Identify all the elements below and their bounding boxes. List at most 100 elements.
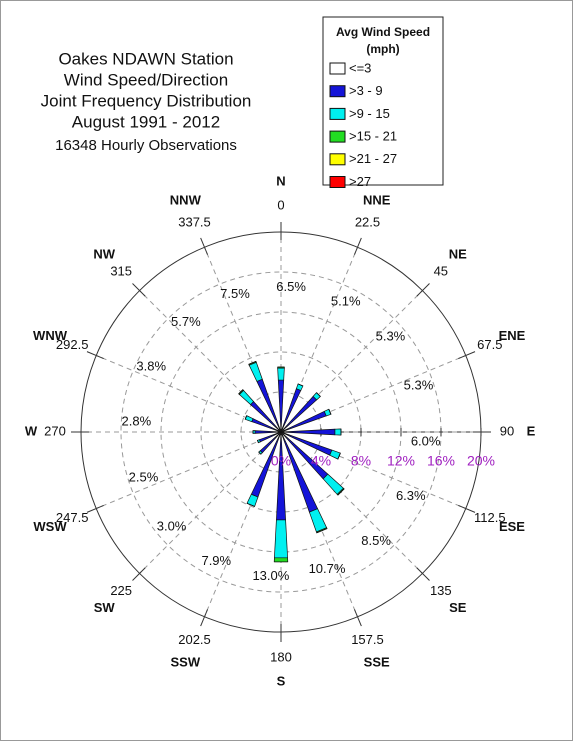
chart-title: Joint Frequency Distribution — [41, 91, 252, 110]
r-tick-label: 12% — [387, 453, 415, 469]
legend-label: <=3 — [349, 60, 371, 75]
r-tick-label: 4% — [311, 453, 331, 469]
direction-label: E — [527, 423, 536, 438]
direction-label: SSE — [364, 654, 390, 669]
angle-label: 337.5 — [178, 215, 211, 230]
wedge-segment — [337, 488, 345, 496]
r-tick-label: 8% — [351, 453, 371, 469]
spoke-tick — [458, 505, 476, 513]
legend-swatch — [329, 153, 346, 166]
legend-swatch — [329, 176, 346, 188]
total-label: 6.5% — [276, 279, 306, 294]
total-label: 5.1% — [331, 294, 361, 309]
total-label: 2.5% — [129, 469, 159, 484]
spoke — [96, 355, 282, 433]
legend-swatch — [329, 85, 346, 98]
total-label: 8.5% — [361, 533, 391, 548]
angle-label: 112.5 — [474, 510, 506, 525]
legend-label: >9 - 15 — [349, 106, 390, 121]
angle-label: 0 — [277, 197, 284, 212]
angle-label: 225 — [110, 583, 132, 598]
spoke — [280, 290, 423, 433]
angle-label: 315 — [110, 264, 132, 279]
chart-title: Oakes NDAWN Station — [58, 49, 233, 68]
wedge-segment — [273, 557, 289, 563]
spoke-tick — [416, 567, 430, 581]
legend: Avg Wind Speed (mph) <=3 >3 - 9 >9 - 15 >15 -… — [329, 25, 430, 189]
spoke — [96, 431, 282, 509]
angle-label: 202.5 — [178, 632, 211, 647]
total-label: 13.0% — [252, 568, 289, 583]
spoke-tick — [416, 283, 430, 297]
legend-label: >3 - 9 — [349, 83, 383, 98]
total-label: 3.8% — [136, 359, 166, 374]
wedge-segment — [274, 519, 288, 559]
r-tick-label: 20% — [467, 453, 495, 469]
direction-label: SE — [449, 600, 467, 615]
r-tick-label: 16% — [427, 453, 455, 469]
legend-title: Avg Wind Speed — [336, 25, 430, 39]
legend-title: (mph) — [366, 42, 399, 56]
wedge-segment — [316, 392, 321, 397]
spoke-tick — [132, 567, 146, 581]
angle-label: 270 — [44, 423, 66, 438]
wedge-segment — [258, 451, 262, 455]
spoke — [139, 290, 282, 433]
wedge-segment — [334, 428, 342, 436]
legend-label: >27 — [349, 174, 371, 189]
wedge-segment — [244, 415, 248, 420]
angle-label: 45 — [434, 264, 448, 279]
wedge-segment — [248, 360, 257, 365]
direction-label: S — [277, 673, 286, 688]
legend-swatch — [329, 130, 346, 143]
spoke-tick — [354, 237, 362, 255]
direction-label: ESE — [499, 519, 525, 534]
direction-label: W — [25, 423, 38, 438]
angle-label: 22.5 — [355, 215, 380, 230]
direction-label: WNW — [33, 328, 68, 343]
angle-label: 135 — [430, 583, 452, 598]
spoke-tick — [200, 237, 208, 255]
total-label: 2.8% — [122, 413, 152, 428]
angle-label: 292.5 — [56, 337, 89, 352]
direction-label: ENE — [499, 328, 526, 343]
spoke — [280, 247, 358, 433]
wedge-segment — [328, 409, 332, 415]
angle-label: 90 — [500, 423, 514, 438]
total-label: 5.3% — [376, 328, 406, 343]
bars — [238, 360, 345, 563]
chart-subtitle: 16348 Hourly Observations — [55, 137, 237, 154]
direction-label: SW — [94, 600, 116, 615]
direction-label: NNW — [170, 192, 202, 207]
total-label: 6.3% — [396, 488, 426, 503]
spoke-tick — [86, 505, 104, 513]
r-tick-label: 0% — [271, 453, 291, 469]
spoke — [139, 431, 282, 574]
angle-label: 67.5 — [477, 337, 502, 352]
legend-label: >15 - 21 — [349, 129, 397, 144]
spoke-tick — [86, 351, 104, 359]
direction-label: NE — [449, 247, 467, 262]
legend-swatch — [329, 62, 346, 75]
direction-label: NW — [93, 247, 115, 262]
spoke-tick — [458, 351, 476, 359]
spoke-tick — [132, 283, 146, 297]
wedge-segment — [277, 367, 285, 381]
angle-label: 247.5 — [56, 510, 89, 525]
wedge-segment — [337, 452, 341, 460]
spoke — [280, 431, 466, 509]
wedge-segment — [257, 440, 259, 443]
direction-label: N — [276, 173, 285, 188]
wedge-segment — [238, 389, 244, 395]
angle-label: 180 — [270, 649, 292, 664]
spoke — [204, 247, 282, 433]
spoke-tick — [200, 609, 208, 627]
total-label: 5.7% — [171, 314, 201, 329]
total-label: 6.0% — [411, 434, 441, 449]
total-label: 7.5% — [220, 286, 250, 301]
total-label: 7.9% — [201, 553, 231, 568]
